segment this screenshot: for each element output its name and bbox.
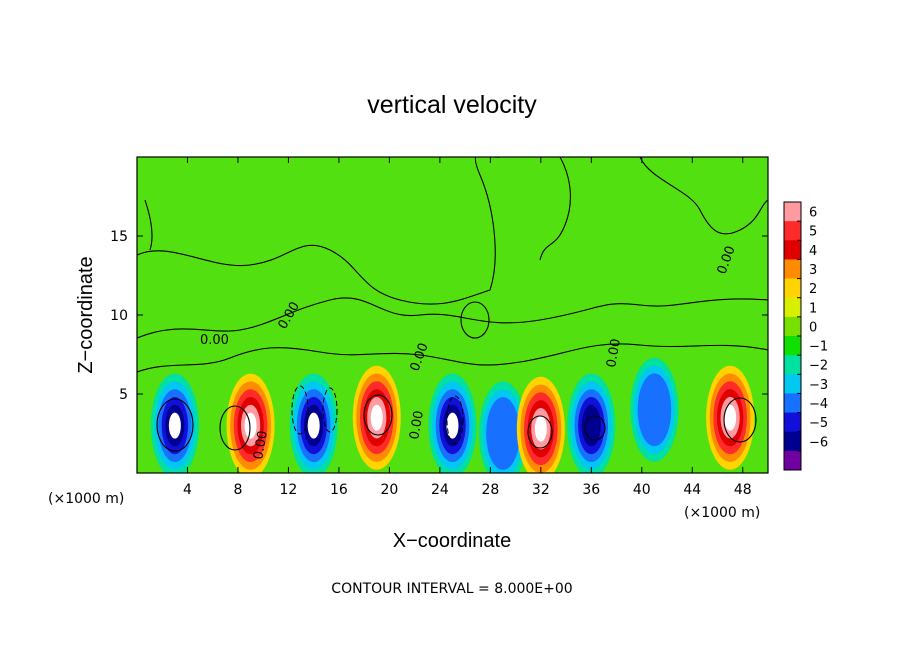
colorbar-swatch	[784, 297, 801, 318]
colorbar-swatch	[784, 412, 801, 433]
cell-layer	[370, 404, 383, 431]
colorbar: 6 5 4 3 2 1 0 −1 −2 −3 −4 −5 −6	[783, 201, 828, 471]
velocity-cell	[567, 373, 616, 473]
colorbar-label: 3	[809, 263, 817, 278]
contour-line	[322, 387, 338, 433]
y-tick-label: 5	[119, 387, 128, 403]
contour-label: 0.00	[200, 333, 229, 348]
contour-line	[363, 394, 393, 436]
y-axis-ticks: 5 10 15	[110, 229, 768, 403]
x-tick-label: 20	[380, 482, 398, 498]
colorbar-swatch	[784, 202, 801, 222]
contour-line	[137, 297, 768, 339]
x-tick-label: 4	[183, 482, 192, 498]
y-tick-label: 15	[110, 229, 128, 245]
colorbar-label: −2	[809, 359, 828, 374]
x-tick-label: 40	[633, 482, 651, 498]
velocity-cell	[289, 373, 338, 473]
colorbar-label: −4	[809, 397, 828, 412]
x-tick-label: 12	[280, 482, 298, 498]
colorbar-swatch	[784, 278, 801, 299]
colorbar-swatch	[784, 240, 801, 260]
negative-contours	[291, 385, 464, 445]
colorbar-swatch	[784, 431, 801, 452]
contour-line	[291, 385, 309, 435]
x-tick-label: 8	[233, 482, 242, 498]
colorbar-swatch	[784, 355, 801, 375]
x-tick-label: 48	[734, 482, 752, 498]
contour-line	[137, 157, 501, 305]
contour-label: 0.00	[407, 410, 427, 441]
cell-layer	[581, 404, 601, 447]
colorbar-label: −6	[809, 435, 828, 450]
colorbar-swatch	[784, 393, 801, 414]
contour-interval-note: CONTOUR INTERVAL = 8.000E+00	[331, 581, 572, 597]
colorbar-label: −5	[809, 416, 828, 431]
contour-line	[639, 157, 768, 235]
contour-line	[156, 398, 194, 452]
contour-line	[527, 415, 553, 449]
heatmap-field: 0.00 0.00 0.00 0.00 0.00 0.00 0.00	[137, 157, 768, 473]
contour-line	[539, 157, 571, 261]
contour-lines	[137, 157, 768, 452]
chart-title: vertical velocity	[367, 91, 537, 119]
velocity-cell	[226, 373, 275, 473]
velocity-cell	[516, 376, 565, 473]
contour-line	[584, 415, 606, 441]
colorbar-swatch	[784, 259, 801, 280]
colorbar-swatch	[784, 336, 801, 356]
contour-line	[460, 301, 490, 339]
velocity-cell	[428, 373, 477, 473]
cell-layer	[637, 373, 672, 447]
contour-line	[723, 397, 757, 443]
colorbar-label: −1	[809, 340, 828, 355]
contour-labels: 0.00 0.00 0.00 0.00 0.00 0.00 0.00	[200, 244, 739, 461]
cell-layer	[168, 412, 181, 439]
y-tick-label: 10	[110, 308, 128, 324]
colorbar-swatch	[784, 374, 801, 394]
contour-line	[446, 395, 464, 445]
x-unit-label: (×1000 m)	[684, 505, 760, 521]
colorbar-swatch	[784, 221, 801, 241]
velocity-cell	[150, 373, 199, 473]
x-tick-label: 16	[330, 482, 348, 498]
cell-layer	[307, 412, 320, 439]
y-axis-label: Z−coordinate	[75, 256, 97, 373]
colorbar-label: 0	[809, 320, 817, 335]
x-axis-label: X−coordinate	[393, 530, 511, 552]
contour-label: 0.00	[604, 338, 624, 369]
cell-layer	[244, 412, 257, 439]
y-unit-label: (×1000 m)	[48, 491, 124, 507]
colorbar-label: 2	[809, 282, 817, 297]
velocity-cell	[630, 357, 679, 462]
velocity-cell	[706, 365, 755, 470]
x-tick-label: 28	[481, 482, 499, 498]
cell-layer	[724, 404, 737, 431]
velocity-cell	[352, 365, 401, 470]
colorbar-label: 5	[809, 225, 817, 240]
x-tick-label: 32	[532, 482, 550, 498]
x-axis-ticks: 4 8 12 16 20 24 28 32 36 40 44 48	[183, 157, 752, 498]
colorbar-swatch	[784, 450, 801, 471]
colorbar-label: 4	[809, 244, 817, 259]
colorbar-swatch	[784, 316, 801, 337]
colorbar-label: −3	[809, 378, 828, 393]
x-tick-label: 24	[431, 482, 449, 498]
contour-line	[144, 199, 153, 251]
cell-layer	[446, 412, 459, 439]
contour-line	[219, 405, 251, 451]
colorbar-label: 6	[809, 206, 817, 221]
x-tick-label: 44	[683, 482, 701, 498]
velocity-cell	[478, 381, 527, 473]
contour-label: 0.00	[251, 430, 271, 461]
x-tick-label: 36	[582, 482, 600, 498]
cell-layer	[534, 415, 547, 442]
contour-line	[137, 343, 768, 373]
cell-layer	[486, 397, 520, 470]
colorbar-label: 1	[809, 301, 817, 316]
